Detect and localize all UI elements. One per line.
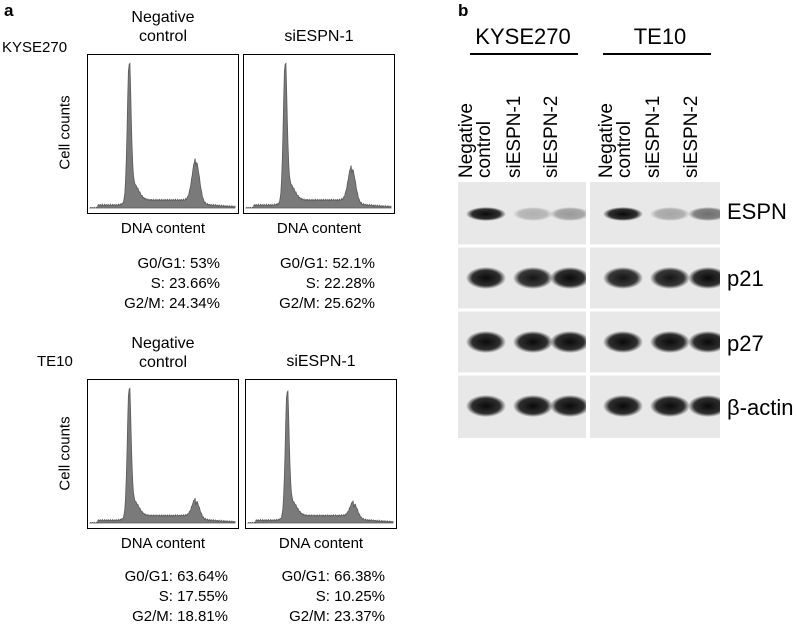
group-underline-te10	[603, 53, 711, 55]
blot-band-p21-te10-1	[650, 267, 690, 289]
x-axis-label: DNA content	[120, 535, 206, 552]
protein-label-espn: ESPN	[727, 199, 787, 224]
protein-label-p27: p27	[727, 331, 764, 356]
blot-band-actin-te10-0	[603, 395, 643, 417]
lane-label-negative-control: Negative control	[456, 103, 495, 178]
stats-te10-control: G0/G1: 63.64% S: 17.55% G2/M: 18.81%	[124, 568, 228, 625]
group-underline-kyse270	[470, 53, 578, 55]
blot-band-p27-kyse270-2	[550, 331, 590, 353]
panel-a-label: a	[4, 1, 14, 20]
protein-label-p21: p21	[727, 266, 764, 291]
blot-group-te10-label: TE10	[633, 24, 687, 49]
blot-band-p27-te10-2	[688, 331, 720, 353]
panel-b-label: b	[458, 1, 469, 20]
blot-band-espn-te10-0	[603, 207, 643, 221]
histogram-area	[88, 62, 236, 209]
histogram-kyse270-control	[87, 54, 239, 214]
blot-band-p21-kyse270-0	[466, 267, 506, 289]
blot-band-actin-te10-1	[650, 395, 690, 417]
histogram-kyse270-control-title: Negative control	[131, 9, 195, 45]
histogram-kyse270-siespn1	[243, 54, 395, 214]
blot-band-actin-kyse270-1	[513, 395, 553, 417]
lane-label-negative-control: Negative control	[596, 103, 635, 178]
histogram-te10-siespn1-title: siESPN-1	[286, 353, 356, 370]
blot-band-p27-te10-1	[650, 331, 690, 353]
blot-band-actin-kyse270-0	[466, 395, 506, 417]
stats-te10-siespn1: G0/G1: 66.38% S: 10.25% G2/M: 23.37%	[281, 568, 385, 625]
x-axis-label: DNA content	[278, 535, 364, 552]
histogram-te10-control-title: Negative control	[131, 335, 195, 371]
blot-group-kyse270-label: KYSE270	[475, 24, 571, 49]
histogram-area	[246, 389, 394, 524]
blot-band-p21-te10-2	[688, 267, 720, 289]
cell-line-kyse270-label: KYSE270	[2, 39, 68, 56]
lane-label-siespn1: siESPN-1	[504, 95, 525, 178]
blot-band-espn-te10-1	[650, 207, 690, 221]
blot-band-p27-kyse270-1	[513, 331, 553, 353]
lane-label-siespn1: siESPN-1	[643, 95, 664, 178]
histogram-kyse270-siespn1-title: siESPN-1	[284, 28, 354, 45]
blot-band-espn-kyse270-0	[466, 207, 506, 221]
blot-band-espn-kyse270-1	[513, 207, 553, 221]
histogram-te10-control	[87, 379, 239, 529]
y-axis-label: Cell counts	[56, 416, 74, 491]
lane-label-siespn2: siESPN-2	[681, 95, 702, 178]
blot-group-separator	[586, 182, 590, 438]
blot-band-p21-kyse270-1	[513, 267, 553, 289]
cell-line-te10-label: TE10	[37, 353, 73, 370]
histogram-area	[244, 62, 392, 209]
lane-label-siespn2: siESPN-2	[541, 95, 562, 178]
western-blot	[458, 182, 720, 438]
blot-band-actin-te10-2	[688, 395, 720, 417]
blot-band-actin-kyse270-2	[550, 395, 590, 417]
histogram-te10-siespn1	[245, 379, 397, 529]
y-axis-label: Cell counts	[56, 95, 74, 170]
blot-band-p21-te10-0	[603, 267, 643, 289]
stats-kyse270-siespn1: G0/G1: 52.1% S: 22.28% G2/M: 25.62%	[279, 255, 375, 312]
x-axis-label: DNA content	[120, 220, 206, 237]
protein-label-beta-actin: β-actin	[727, 395, 794, 420]
x-axis-label: DNA content	[276, 220, 362, 237]
blot-band-p27-kyse270-0	[466, 331, 506, 353]
stats-kyse270-control: G0/G1: 53% S: 23.66% G2/M: 24.34%	[124, 255, 220, 312]
blot-band-espn-kyse270-2	[550, 207, 590, 221]
blot-band-espn-te10-2	[688, 207, 720, 221]
blot-band-p21-kyse270-2	[550, 267, 590, 289]
histogram-area	[88, 387, 236, 524]
blot-band-p27-te10-0	[603, 331, 643, 353]
